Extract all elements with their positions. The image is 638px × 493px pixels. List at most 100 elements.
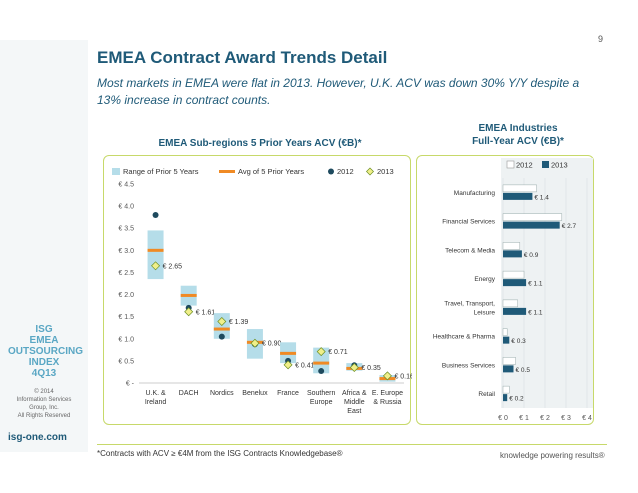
data-label: € 0.41 [295,362,315,369]
bar-2012 [502,213,563,221]
x-tick-label: € 1 [519,415,529,422]
industries-title-line-2: Full-Year ACV (€B)* [472,136,564,147]
data-label: € 0.3 [511,338,526,345]
category-label: Middle [344,399,365,406]
data-label: € 0.35 [361,365,381,372]
x-tick-label: € 2 [540,415,550,422]
avg-marker [180,293,197,297]
copyright-line: All Rights Reserved [17,413,71,419]
bar-2013 [503,279,527,287]
subregions-chart-title: EMEA Sub-regions 5 Prior Years ACV (€B)* [158,138,362,149]
range-band [313,347,330,374]
bar-2012 [502,328,508,336]
category-label: DACH [179,390,199,397]
industries-chart: 2012 2013 € 0 € 1 € 2 € 3 € 4 € 1.4 Manufacturin… [433,158,593,422]
industries-chart-title: EMEA Industries Full-Year ACV (€B)* [448,122,588,148]
data-label: € 1.61 [196,309,216,316]
copyright-line: Information Services [16,397,72,403]
diamond-2013 [283,360,293,370]
website-link[interactable]: isg-one.com [8,432,67,443]
industries-chart-frame: 2012 2013 € 0 € 1 € 2 € 3 € 4 € 1.4 Manufacturin… [416,155,594,425]
diamond-2013 [151,261,161,271]
y-tick-label: € 4.0 [118,204,134,211]
diamond-2013 [349,363,359,373]
category-label: Energy [474,276,495,283]
data-label: € 2.7 [562,223,577,230]
data-label: € 1.1 [528,281,543,288]
bar-2013 [503,250,522,258]
legend-label: 2013 [377,167,394,176]
bar-2012 [502,385,510,394]
category-label: Retail [478,391,495,398]
badge-line: ISG [35,324,53,335]
badge-line: OUTSOURCING [8,346,83,357]
dot-2012 [318,368,325,375]
data-label: € 0.71 [328,349,348,356]
category-label: France [277,390,299,397]
badge-line: INDEX [28,357,60,368]
legend-range-swatch [112,168,120,175]
diamond-2013 [184,307,194,317]
y-tick-label: € - [126,381,135,388]
category-label: Healthcare & Pharma [433,334,496,341]
copyright-line: Group, Inc. [29,405,59,411]
y-tick-label: € 4.5 [118,182,134,189]
dot-2012 [218,333,225,340]
category-label: Nordics [210,390,234,397]
y-tick-label: € 1.5 [118,314,134,321]
avg-marker [213,327,230,331]
legend-2012-swatch [328,168,334,175]
bar-2012 [502,357,516,365]
page-subtitle: Most markets in EMEA were flat in 2013. … [97,76,580,107]
category-label: Europe [310,399,333,406]
legend-label: 2013 [551,161,568,170]
data-label: € 1.39 [229,319,249,326]
data-label: € 0.16 [394,373,412,380]
legend-avg-swatch [219,170,235,173]
chart-legend: Range of Prior 5 Years Avg of 5 Prior Yea… [112,167,394,176]
data-label: € 1.4 [534,194,549,201]
y-tick-label: € 2.0 [118,292,134,299]
bar-2012 [502,184,537,193]
bar-2013 [503,336,510,344]
bar-2013 [503,192,533,200]
diamond-2013 [250,338,260,348]
category-label: Telecom & Media [445,247,495,254]
badge-line: 4Q13 [31,368,57,379]
range-band [147,230,164,280]
bar-2013 [503,307,527,315]
data-label: € 0.9 [524,252,539,259]
footer-divider [97,444,607,445]
data-label: € 0.90 [262,341,282,348]
category-label: East [347,408,361,415]
bar-2013 [503,365,514,373]
diamond-2013 [316,347,326,357]
y-tick-label: € 0.5 [118,358,134,365]
legend-label: 2012 [516,161,533,170]
badge-line: EMEA [29,335,59,346]
category-label: E. Europe [372,390,403,397]
avg-marker [280,351,297,355]
x-tick-label: € 0 [498,415,508,422]
bar-2012 [502,270,525,279]
category-label: Business Services [442,362,496,369]
y-tick-label: € 3.5 [118,226,134,233]
legend-label: Range of Prior 5 Years [123,167,199,176]
legend-2012-swatch [506,160,515,169]
y-tick-label: € 2.5 [118,270,134,277]
category-label: Leisure [474,309,496,316]
bar-2013 [503,221,560,229]
x-tick-label: € 4 [582,415,592,422]
tagline: knowledge powering results® [500,451,605,460]
legend-label: Avg of 5 Prior Years [238,167,304,176]
x-tick-label: € 3 [561,415,571,422]
page-number: 9 [598,34,604,44]
diamond-2013 [217,317,227,327]
category-label: Southern [307,390,336,397]
sidebar-band [0,40,88,452]
copyright-notice: © 2014 Information Services Group, Inc. … [4,388,84,420]
category-label: & Russia [373,399,401,406]
data-label: € 1.1 [528,309,543,316]
left-sidebar: ISG EMEA OUTSOURCING INDEX 4Q13 © 2014 I… [0,0,88,493]
isg-index-badge: ISG EMEA OUTSOURCING INDEX 4Q13 [8,324,83,379]
